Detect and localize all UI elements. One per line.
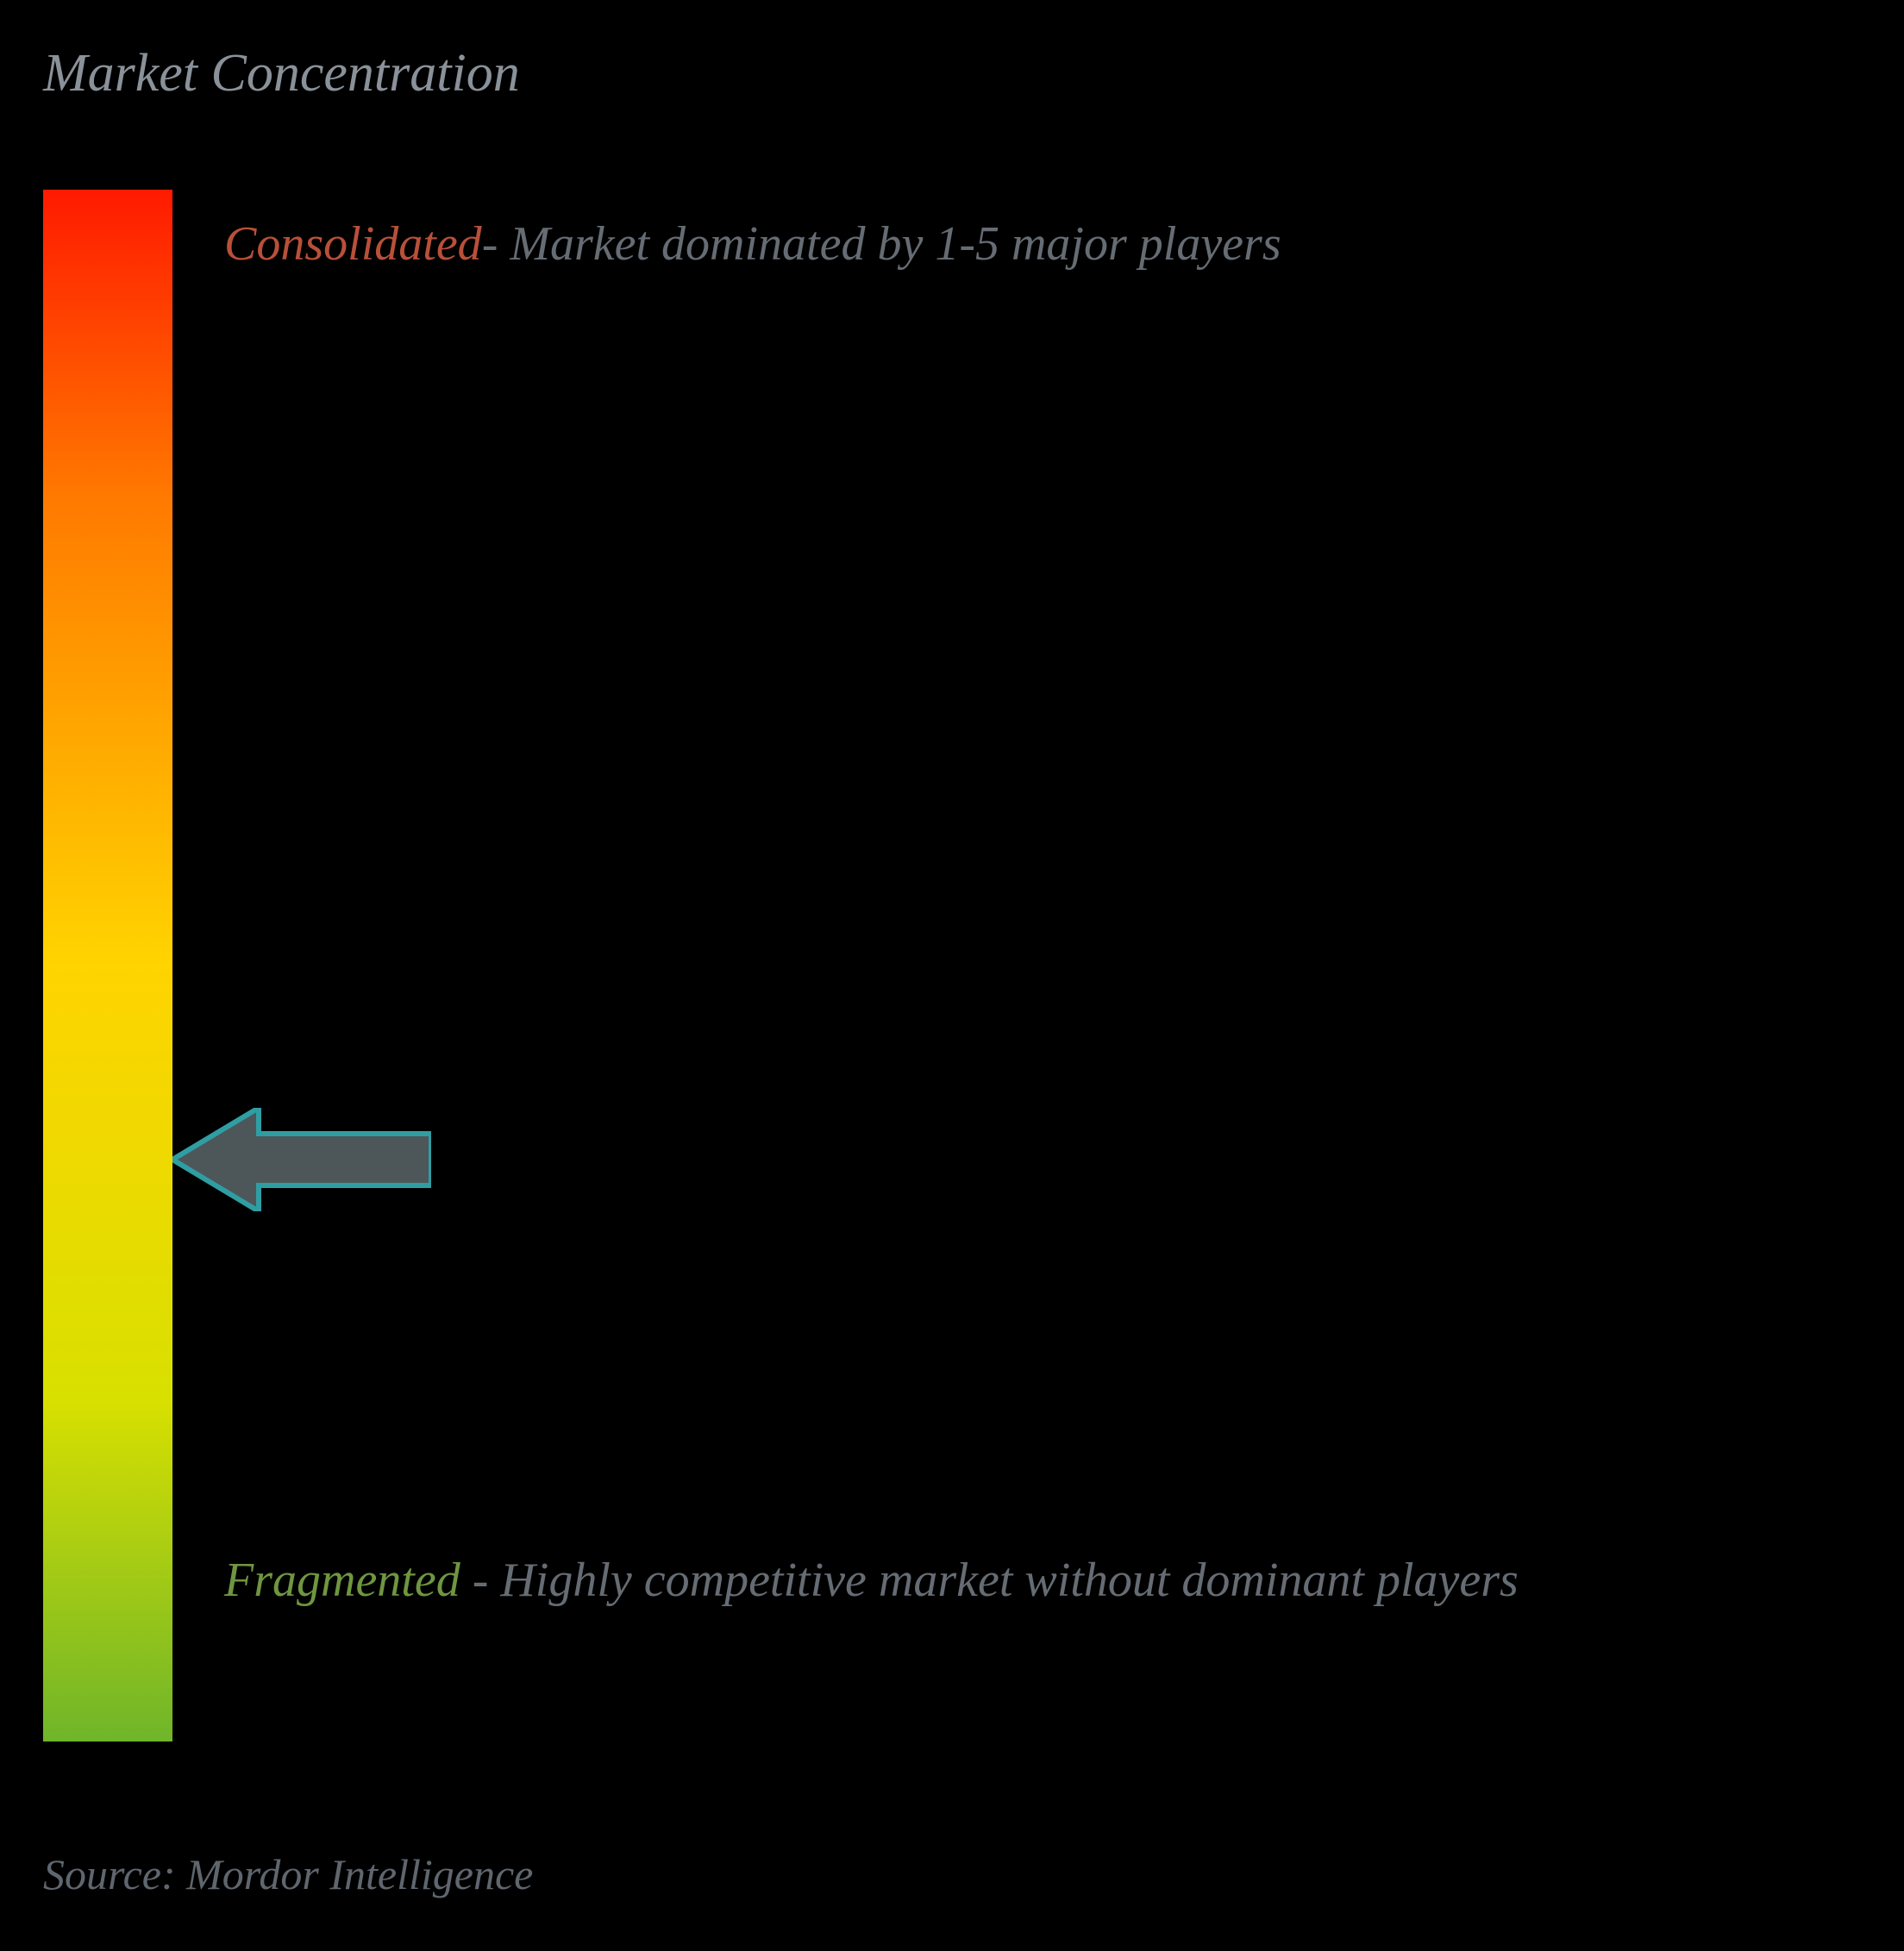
infographic-container: Market Concentration Consolidated- Marke… bbox=[0, 0, 1904, 1951]
fragmented-rest: - Highly competitive market without domi… bbox=[460, 1554, 1519, 1607]
fragmented-label: Fragmented - Highly competitive market w… bbox=[224, 1535, 1852, 1626]
consolidated-keyword: Consolidated bbox=[224, 217, 482, 271]
fragmented-keyword: Fragmented bbox=[224, 1554, 460, 1607]
consolidated-label: Consolidated- Market dominated by 1-5 ma… bbox=[224, 198, 1852, 290]
source-prefix: Source: bbox=[43, 1850, 186, 1898]
source-attribution: Source: Mordor Intelligence bbox=[43, 1849, 533, 1899]
position-arrow-icon bbox=[172, 1108, 431, 1211]
consolidated-rest: - Market dominated by 1-5 major players bbox=[482, 217, 1281, 271]
concentration-gradient-bar bbox=[43, 190, 172, 1742]
chart-title: Market Concentration bbox=[43, 43, 520, 104]
source-name: Mordor Intelligence bbox=[186, 1850, 533, 1898]
